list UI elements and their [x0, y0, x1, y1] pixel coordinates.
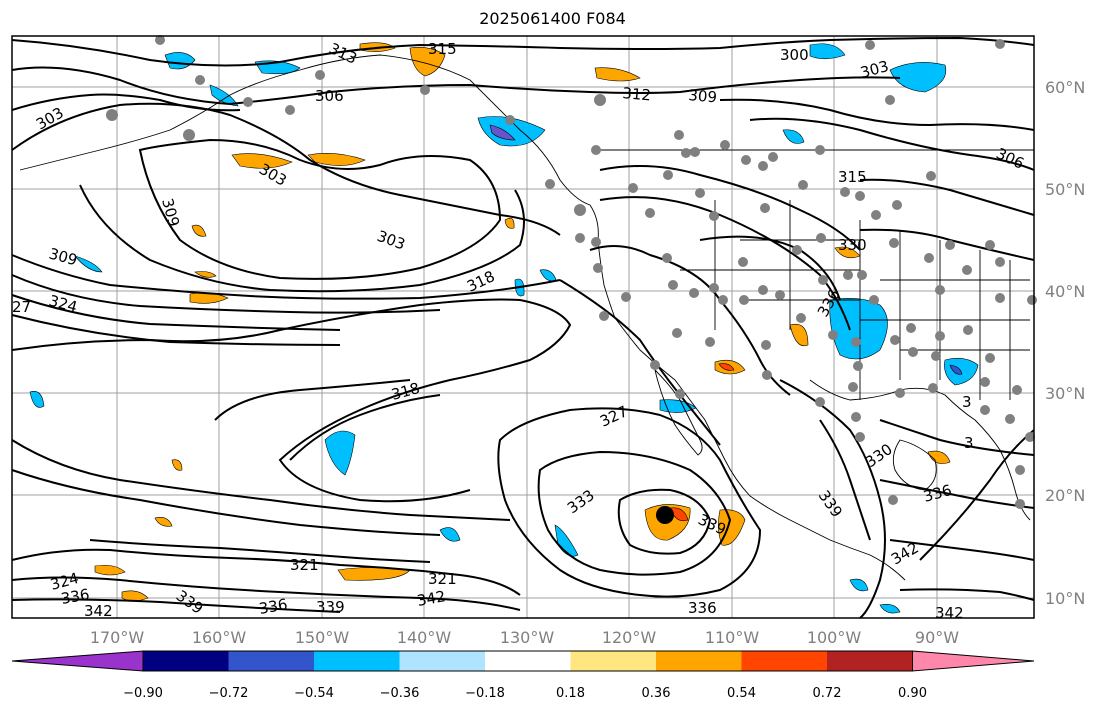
- contour-label: 315: [838, 168, 867, 186]
- colorbar-segment: [741, 651, 827, 671]
- storm-center-marker: [656, 506, 674, 524]
- contour-label: 3: [964, 434, 974, 452]
- colorbar-tick-label: −0.18: [465, 686, 505, 701]
- contour-label: 312: [622, 84, 652, 104]
- lat-label: 30°N: [1045, 384, 1085, 403]
- lon-label: 120°W: [602, 628, 657, 647]
- colorbar-tick-label: −0.72: [209, 686, 249, 701]
- colorbar-segment: [143, 651, 229, 671]
- contour-label: 336: [60, 585, 91, 608]
- lon-label: 100°W: [807, 628, 862, 647]
- contour-label: 306: [315, 87, 344, 105]
- lat-label: 10°N: [1045, 589, 1085, 608]
- map-gridlines: [12, 36, 1034, 618]
- colorbar-frame: [142, 650, 913, 672]
- longitude-labels: 170°W 160°W 150°W 140°W 130°W 120°W 110°…: [90, 628, 959, 647]
- contour-label: 300: [780, 46, 809, 64]
- contour-label: 330: [838, 236, 867, 254]
- contour-label: 321: [290, 556, 319, 574]
- colorbar-segment: [570, 651, 656, 671]
- contour-label: 315: [428, 40, 457, 58]
- contour-label: 336: [258, 595, 289, 618]
- colorbar-tick-label: 0.36: [642, 686, 671, 701]
- contour-label: 342: [416, 587, 447, 610]
- contour-label: 3: [962, 393, 972, 411]
- contour-labels: 315 313 300 303 312 309 306 303 303 309 …: [12, 39, 1027, 622]
- lat-label: 20°N: [1045, 486, 1085, 505]
- map-frame: [11, 35, 1035, 619]
- lon-label: 150°W: [295, 628, 350, 647]
- colorbar-tick-label: −0.36: [380, 686, 420, 701]
- colorbar-tick-label: 0.18: [556, 686, 585, 701]
- contour-label: 27: [12, 298, 31, 316]
- colorbar-tick-label: 0.72: [813, 686, 842, 701]
- colorbar-tick-label: 0.54: [727, 686, 756, 701]
- contour-label: 336: [688, 599, 717, 617]
- map-title: 2025061400 F084: [479, 9, 626, 28]
- lat-label: 60°N: [1045, 78, 1085, 97]
- lon-label: 140°W: [397, 628, 452, 647]
- colorbar-tick-label: −0.90: [123, 686, 163, 701]
- colorbar-segment: [656, 651, 742, 671]
- colorbar-segment: [228, 651, 314, 671]
- station-markers: [106, 35, 1037, 509]
- colorbar-min-extend: [11, 650, 144, 672]
- colorbar-tick-label: −0.54: [294, 686, 334, 701]
- contour-label: 339: [316, 598, 345, 616]
- lon-label: 160°W: [192, 628, 247, 647]
- lon-label: 110°W: [705, 628, 760, 647]
- lat-label: 40°N: [1045, 282, 1085, 301]
- colorbar-tick-label: 0.90: [898, 686, 927, 701]
- lon-label: 130°W: [500, 628, 555, 647]
- colorbar-segment: [827, 651, 913, 671]
- contour-label: 342: [935, 604, 964, 622]
- contour-label: 309: [688, 86, 718, 106]
- colorbar-segment: [399, 651, 485, 671]
- contours: [11, 36, 1035, 619]
- colorbar: −0.90 −0.72 −0.54 −0.36 −0.18 0.18 0.36 …: [11, 650, 1035, 701]
- contour-label: 321: [428, 570, 457, 588]
- latitude-labels: 60°N 50°N 40°N 30°N 20°N 10°N: [1045, 78, 1085, 608]
- colorbar-max-extend: [912, 650, 1035, 672]
- colorbar-segment: [314, 651, 400, 671]
- lon-label: 90°W: [915, 628, 959, 647]
- coastlines: [19, 54, 1034, 581]
- colorbar-segment: [485, 651, 571, 671]
- lat-label: 50°N: [1045, 180, 1085, 199]
- contour-label: 342: [84, 602, 113, 620]
- lon-label: 170°W: [90, 628, 145, 647]
